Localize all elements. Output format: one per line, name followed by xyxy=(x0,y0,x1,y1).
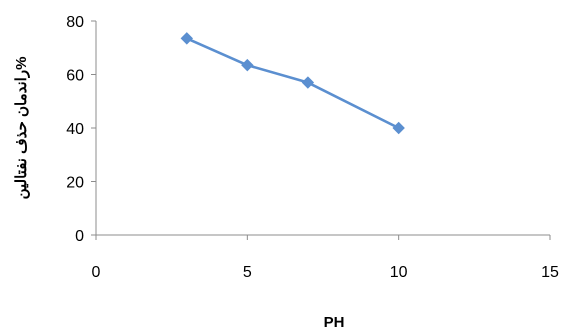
x-tick-label: 0 xyxy=(92,264,101,281)
x-tick-label: 10 xyxy=(390,264,408,281)
y-axis-title: راندمان حذف نفتالین% xyxy=(13,57,30,200)
data-point-marker xyxy=(241,58,254,72)
y-tick-label: 60 xyxy=(66,68,84,85)
x-tick-label: 5 xyxy=(243,264,252,281)
series-line xyxy=(185,37,400,130)
data-point-marker xyxy=(301,76,315,89)
data-point-marker xyxy=(180,32,194,45)
data-point-marker xyxy=(392,121,405,135)
x-tick-label: 15 xyxy=(541,264,559,281)
x-axis-title: PH xyxy=(324,314,345,331)
y-tick-label: 0 xyxy=(75,228,84,245)
axis-ticks: 0 20 40 60 80 0 5 10 15 xyxy=(66,14,559,281)
y-tick-label: 80 xyxy=(66,14,84,31)
y-tick-label: 20 xyxy=(66,175,84,192)
series-layer xyxy=(180,32,405,135)
y-tick-label: 40 xyxy=(66,121,84,138)
